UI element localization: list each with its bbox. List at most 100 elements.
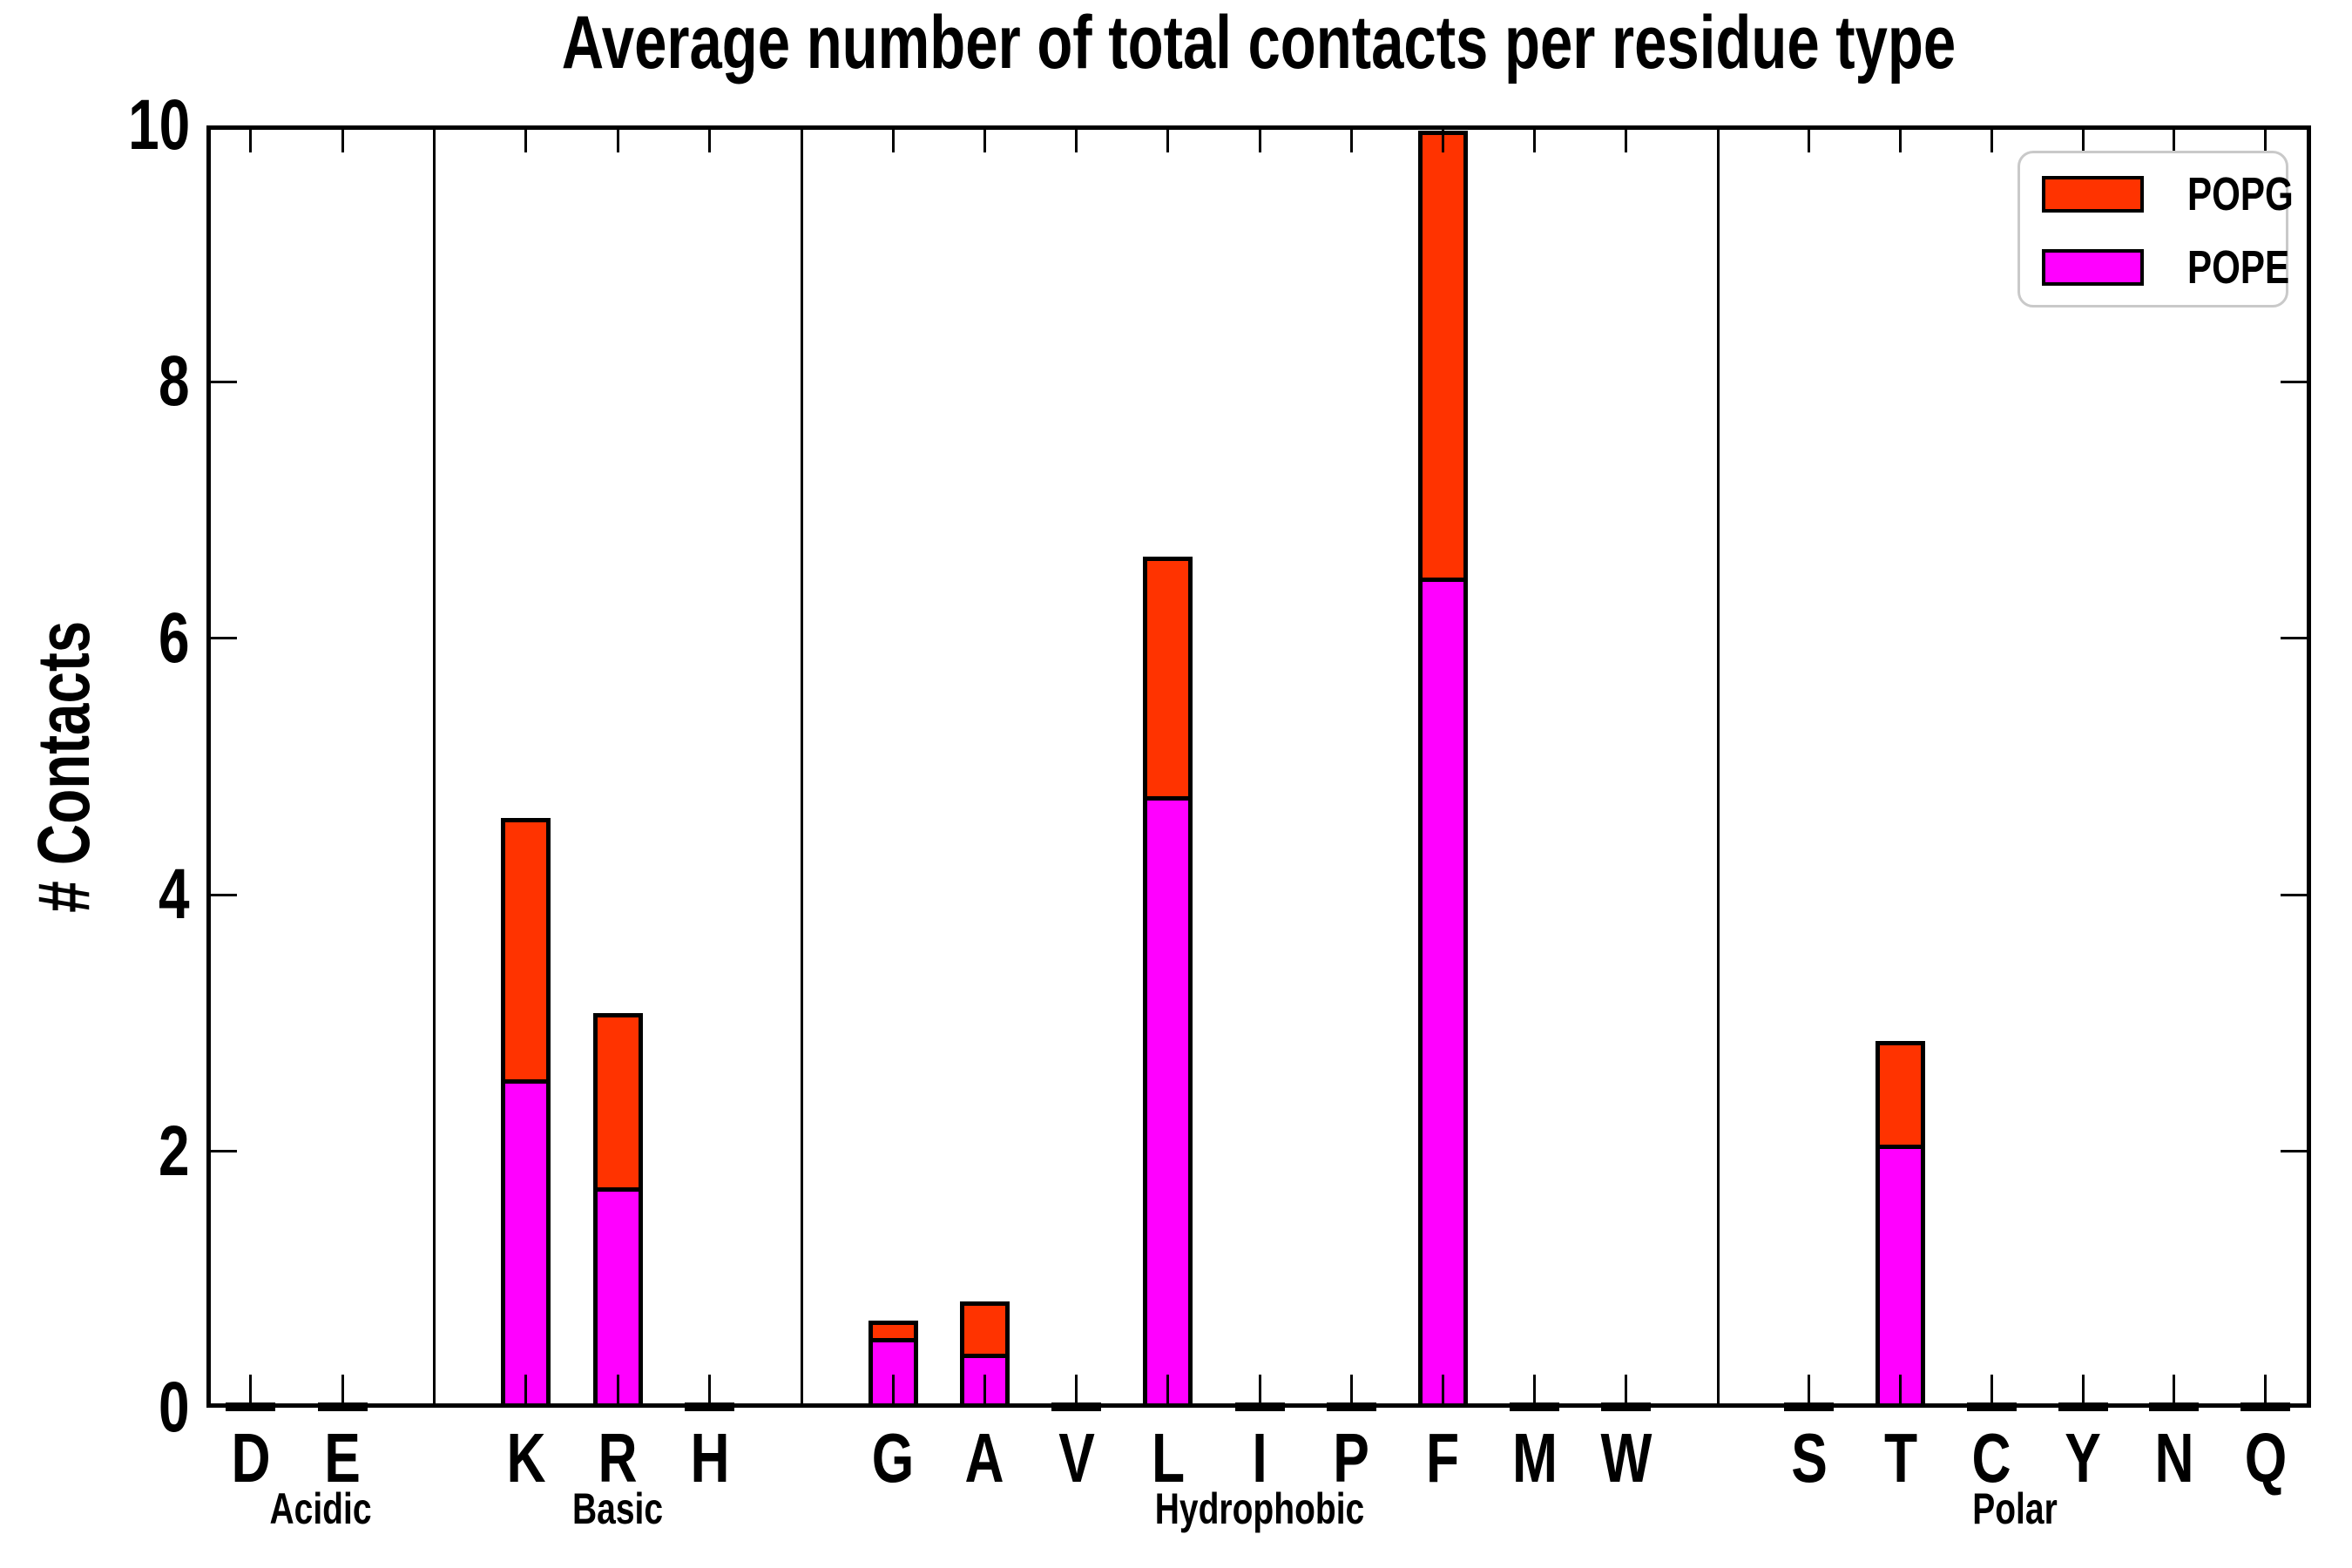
legend-swatch-pope: [2042, 249, 2144, 286]
x-tick-label-text: C: [1971, 1419, 2011, 1497]
x-tick-bottom: [341, 1375, 344, 1403]
x-tick-top: [1166, 130, 1170, 152]
x-tick-label-text: N: [2154, 1419, 2194, 1497]
bar-popg-segment: [1880, 1045, 1922, 1149]
bar-D: [226, 1402, 276, 1411]
x-tick-top: [1808, 130, 1811, 152]
x-tick-label-I: I: [1250, 1423, 1269, 1493]
x-tick-label-text: Q: [2244, 1419, 2287, 1497]
y-tick-label: 10: [0, 90, 190, 161]
bar-K: [501, 818, 551, 1408]
legend-label-text: POPE: [2187, 241, 2290, 294]
y-tick-label: 0: [0, 1372, 190, 1443]
bar-popg-segment: [597, 1017, 639, 1192]
x-tick-label-text: P: [1333, 1419, 1369, 1497]
x-tick-label-text: H: [689, 1419, 730, 1497]
x-tick-bottom: [2081, 1375, 2085, 1403]
bar-M: [1510, 1402, 1560, 1411]
x-tick-label-text: G: [871, 1419, 915, 1497]
y-tick-label-text: 10: [127, 85, 190, 165]
x-tick-label-Y: Y: [2059, 1423, 2105, 1493]
y-tick-label: 4: [0, 859, 190, 930]
x-tick-bottom: [1533, 1375, 1537, 1403]
group-label-text: Basic: [571, 1484, 664, 1533]
legend-item-pope: POPE: [2020, 244, 2289, 291]
x-tick-bottom: [524, 1375, 527, 1403]
x-tick-label-H: H: [685, 1423, 735, 1493]
y-tick-right: [2281, 380, 2307, 383]
y-tick-left: [211, 380, 237, 383]
x-tick-label-text: M: [1511, 1419, 1558, 1497]
x-tick-bottom: [1075, 1375, 1078, 1403]
y-tick-left: [211, 637, 237, 640]
y-tick-label-text: 0: [159, 1368, 190, 1447]
x-tick-label-S: S: [1786, 1423, 1832, 1493]
bar-I: [1234, 1402, 1285, 1411]
group-label-text: Hydrophobic: [1154, 1484, 1365, 1533]
x-tick-label-Q: Q: [2239, 1423, 2293, 1493]
legend-swatch-popg: [2042, 176, 2144, 213]
chart-title-text: Average number of total contacts per res…: [561, 1, 1957, 84]
bar-popg-segment: [872, 1325, 914, 1342]
legend-label: POPE: [2187, 244, 2318, 291]
y-tick-label-text: 8: [159, 341, 190, 422]
x-tick-label-P: P: [1328, 1423, 1375, 1493]
bar-T: [1876, 1041, 1926, 1408]
y-tick-label: 6: [0, 602, 190, 674]
x-tick-label-F: F: [1422, 1423, 1464, 1493]
x-tick-label-text: E: [324, 1419, 361, 1497]
y-tick-label: 2: [0, 1115, 190, 1187]
x-tick-bottom: [708, 1375, 711, 1403]
x-tick-label-N: N: [2149, 1423, 2200, 1493]
x-tick-label-V: V: [1053, 1423, 1099, 1493]
bar-A: [959, 1301, 1010, 1408]
y-tick-right: [2281, 1150, 2307, 1153]
x-tick-label-text: W: [1600, 1419, 1652, 1497]
x-tick-bottom: [1166, 1375, 1170, 1403]
x-tick-label-R: R: [592, 1423, 643, 1493]
bar-P: [1326, 1402, 1376, 1411]
group-label-acidic: Acidic: [254, 1486, 385, 1531]
x-tick-label-M: M: [1505, 1423, 1564, 1493]
x-tick-top: [983, 130, 986, 152]
x-tick-label-text: R: [598, 1419, 638, 1497]
x-tick-label-G: G: [866, 1423, 920, 1493]
y-tick-left: [211, 893, 237, 896]
bar-N: [2149, 1402, 2200, 1411]
panel-separator: [1716, 125, 1720, 1408]
x-tick-label-A: A: [960, 1423, 1010, 1493]
x-tick-top: [1899, 130, 1903, 152]
x-tick-label-W: W: [1593, 1423, 1659, 1493]
x-tick-bottom: [1808, 1375, 1811, 1403]
group-label-polar: Polar: [1960, 1486, 2069, 1531]
bar-V: [1051, 1402, 1102, 1411]
x-tick-top: [1625, 130, 1628, 152]
y-axis-label: # Contacts: [20, 414, 107, 1119]
x-tick-top: [891, 130, 895, 152]
x-tick-bottom: [1625, 1375, 1628, 1403]
x-tick-bottom: [1441, 1375, 1444, 1403]
x-tick-bottom: [249, 1375, 253, 1403]
x-tick-label-text: K: [505, 1419, 546, 1497]
group-label-hydrophobic: Hydrophobic: [1125, 1486, 1394, 1531]
y-tick-right: [2281, 637, 2307, 640]
bar-W: [1601, 1402, 1652, 1411]
group-label-text: Acidic: [268, 1484, 372, 1533]
bar-S: [1784, 1402, 1835, 1411]
x-tick-bottom: [1258, 1375, 1261, 1403]
x-tick-label-text: T: [1883, 1419, 1917, 1497]
bar-F: [1417, 131, 1468, 1408]
x-tick-top: [1075, 130, 1078, 152]
x-tick-label-text: V: [1058, 1419, 1095, 1497]
x-tick-label-D: D: [226, 1423, 276, 1493]
panel-separator: [800, 125, 803, 1408]
legend: POPG POPE: [2017, 151, 2294, 308]
x-tick-top: [2264, 130, 2268, 152]
x-tick-top: [1258, 130, 1261, 152]
x-tick-top: [708, 130, 711, 152]
y-tick-label: 8: [0, 346, 190, 417]
x-tick-label-text: D: [231, 1419, 271, 1497]
y-tick-right: [2281, 893, 2307, 896]
y-tick-label-text: 4: [159, 855, 190, 935]
bar-G: [868, 1321, 918, 1408]
